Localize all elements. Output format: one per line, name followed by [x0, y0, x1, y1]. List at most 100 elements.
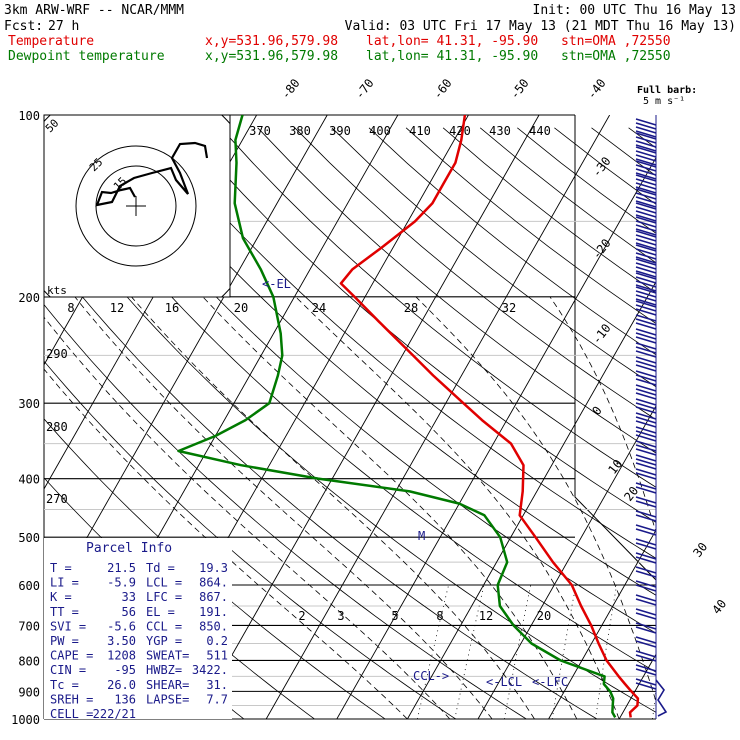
header: 3km ARW-WRF -- NCAR/MMM Init: 00 UTC Thu…: [4, 3, 736, 64]
sounding-traces: [177, 115, 640, 719]
parcel-row-value: 33: [122, 590, 136, 604]
theta-tick-label: 440: [529, 124, 551, 138]
parcel-row-value: 0.2: [206, 634, 228, 648]
dewpoint-latlon: lat,lon= 41.31, -95.90: [366, 49, 538, 64]
pressure-tick-label: 200: [18, 291, 40, 305]
isotherm-tick-label: 40: [709, 597, 729, 617]
dry-adiabat: [183, 127, 656, 523]
isotherm-line: [336, 156, 656, 719]
isotherm-tick-label: 30: [690, 540, 710, 560]
wind-barb-icon: [635, 636, 657, 648]
pressure-tick-label: 400: [18, 473, 40, 487]
wind-barb-icon: [635, 272, 657, 292]
el-marker: <-EL: [262, 277, 291, 291]
parcel-row-label: CELL =: [50, 707, 93, 721]
parcel-row-value: 3422.: [192, 663, 228, 677]
temperature-latlon: lat,lon= 41.31, -95.90: [366, 34, 538, 49]
moist-adiabat: [549, 296, 656, 534]
isotherm-tick-label: 20: [621, 484, 641, 504]
mixing-ratio-tick-label: 32: [502, 301, 516, 315]
wind-barb-icon: [635, 216, 657, 236]
mixing-ratio-tick-label: 8: [67, 301, 74, 315]
parcel-row-label: TT =: [50, 605, 79, 619]
theta-tick-label: 380: [289, 124, 311, 138]
parcel-row-label: CIN =: [50, 663, 86, 677]
theta-tick-label: 400: [369, 124, 391, 138]
wind-barb-icon: [635, 412, 657, 428]
wind-barb-icon: [635, 440, 657, 456]
theta-tick-label: 420: [449, 124, 471, 138]
theta-tick-label: 370: [249, 124, 271, 138]
wind-barb-icon: [635, 174, 657, 194]
mixing-ratio-tick-label: 24: [312, 301, 326, 315]
parcel-row-label: Td =: [146, 561, 175, 575]
pressure-tick-label: 800: [18, 654, 40, 668]
dry-adiabat: [220, 127, 656, 488]
parcel-row-label: LAPSE=: [146, 692, 189, 706]
wind-barbs: Full barb: 5 m s⁻¹: [635, 85, 697, 719]
parcel-row-label: HWBZ=: [146, 663, 182, 677]
parcel-row-value: 511: [206, 649, 228, 663]
parcel-info-background: [44, 538, 232, 719]
parcel-row-value: 136: [114, 692, 136, 706]
init-time: Init: 00 UTC Thu 16 May 13: [533, 3, 737, 18]
wind-barb-icon: [635, 482, 657, 494]
parcel-row-value: 7.7: [206, 692, 228, 706]
mixing-ratio-low-tick-label: 2: [298, 609, 305, 623]
wind-barb-icon: [635, 132, 657, 152]
isotherm-line: [407, 280, 656, 719]
ccl-marker: CCL->: [413, 669, 449, 683]
isotherm-tick-label: -20: [589, 236, 613, 262]
isotherm-tick-label: -50: [507, 76, 531, 102]
dry-adiabat: [44, 193, 656, 713]
wind-barb-icon: [635, 454, 657, 470]
parcel-row-label: LI =: [50, 576, 79, 590]
dry-adiabat: [109, 127, 656, 596]
barb-legend-units: 5 m s⁻¹: [643, 96, 685, 107]
mixing-ratio-line: [503, 584, 532, 719]
parcel-row-value: 1208: [107, 649, 136, 663]
parcel-row-label: SVI =: [50, 619, 86, 633]
parcel-row-value: 56: [122, 605, 136, 619]
wind-barb-icon: [635, 678, 657, 690]
wind-barb-icon: [635, 258, 657, 278]
parcel-row-label: Tc =: [50, 678, 79, 692]
parcel-row-value: 21.5: [107, 561, 136, 575]
isotherm-line: [44, 115, 328, 615]
wind-barb-icon: [635, 566, 657, 578]
isotherm-tick-label: -80: [278, 76, 302, 102]
wind-barb-icon: [635, 496, 657, 508]
temperature-xy: x,y=531.96,579.98: [205, 34, 338, 49]
mixing-ratio-tick-label: 16: [165, 301, 179, 315]
side-theta-tick-label: 280: [46, 420, 68, 434]
theta-tick-label: 430: [489, 124, 511, 138]
wind-barb-icon: [635, 524, 657, 536]
dry-adiabat: [146, 127, 656, 559]
forecast-hour: 27 h: [48, 19, 79, 34]
theta-tick-label: 390: [329, 124, 351, 138]
moist-adiabat: [415, 296, 656, 703]
wind-barb-icon: [635, 622, 657, 634]
dewpoint-series: [177, 115, 617, 719]
valid-time: Valid: 03 UTC Fri 17 May 13 (21 MDT Thu …: [345, 19, 736, 34]
parcel-row-label: SHEAR=: [146, 678, 189, 692]
parcel-row-value: 850.: [199, 619, 228, 633]
parcel-info-panel: Parcel Info T = 21.5 Td = 19.3 LI = -5.9 LCL =…: [44, 538, 232, 721]
wind-barb-icon: [635, 510, 657, 522]
surface-wind-barb-icon: [655, 679, 668, 717]
level-annotations: <-EL M CCL-> <-LCL <-LFC: [262, 277, 568, 689]
mixing-ratio-low-tick-label: 8: [436, 609, 443, 623]
parcel-row-label: SREH =: [50, 692, 93, 706]
wind-barb-icon: [635, 202, 657, 222]
parcel-row-label: YGP =: [146, 634, 182, 648]
temperature-series: [339, 115, 640, 718]
dry-adiabat: [44, 303, 528, 719]
parcel-row-label: T =: [50, 561, 72, 575]
mixing-ratio-low-tick-label: 3: [337, 609, 344, 623]
parcel-row-value: -5.9: [107, 576, 136, 590]
parcel-row-label: LFC =: [146, 590, 182, 604]
wind-barb-icon: [635, 608, 657, 620]
pressure-tick-label: 300: [18, 397, 40, 411]
lcl-marker: <-LCL: [486, 675, 522, 689]
